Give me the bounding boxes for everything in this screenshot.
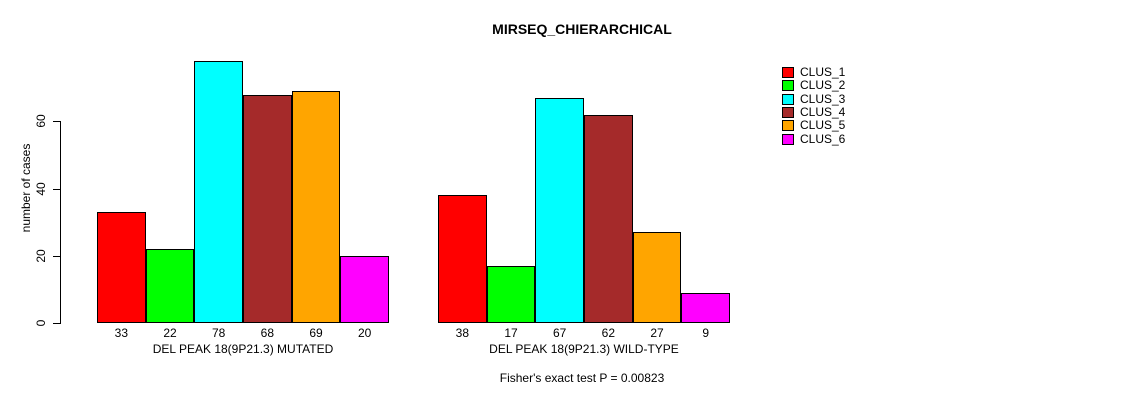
legend-item-CLUS_6: CLUS_6 — [782, 132, 845, 145]
bar-group1-CLUS_6 — [340, 255, 389, 323]
group-label-2: DEL PEAK 18(9P21.3) WILD-TYPE — [489, 342, 679, 356]
chart-title: MIRSEQ_CHIERARCHICAL — [492, 21, 672, 37]
y-axis-label: number of cases — [19, 143, 33, 233]
legend: CLUS_1 CLUS_2 CLUS_3 CLUS_4 CLUS_5 CLUS_6 — [782, 66, 845, 146]
bar-group2-CLUS_2 — [486, 265, 536, 323]
bar-value-label: 67 — [552, 326, 567, 340]
legend-item-CLUS_4: CLUS_4 — [782, 106, 845, 119]
y-axis-line — [60, 121, 61, 324]
bar-group1-CLUS_3 — [194, 60, 243, 323]
legend-swatch-CLUS_4 — [782, 107, 794, 119]
annotation-text: Fisher's exact test P = 0.00823 — [499, 371, 665, 385]
legend-label: CLUS_3 — [800, 91, 846, 106]
legend-swatch-CLUS_2 — [782, 80, 794, 92]
bar-value-label: 33 — [114, 326, 129, 340]
legend-item-CLUS_3: CLUS_3 — [782, 91, 846, 106]
y-tick-mark-60 — [53, 121, 60, 123]
y-tick-label-0: 0 — [34, 319, 48, 327]
bar-group2-CLUS_1 — [438, 195, 487, 323]
bar-group1-CLUS_2 — [145, 249, 195, 323]
legend-swatch-CLUS_1 — [782, 67, 794, 79]
bar-value-label: 27 — [650, 326, 664, 340]
bar-group1-CLUS_4 — [243, 94, 292, 323]
y-tick-label-60: 60 — [34, 114, 48, 129]
legend-item-CLUS_5: CLUS_5 — [782, 119, 845, 132]
legend-item-CLUS_2: CLUS_2 — [782, 79, 845, 92]
legend-swatch-CLUS_3 — [782, 93, 794, 105]
bar-value-label: 20 — [357, 326, 372, 340]
legend-label: CLUS_5 — [800, 118, 846, 133]
bar-group2-CLUS_3 — [535, 97, 584, 323]
bar-value-label: 17 — [504, 326, 518, 340]
y-tick-label-40: 40 — [34, 181, 48, 196]
y-tick-mark-20 — [53, 255, 60, 257]
legend-label: CLUS_4 — [800, 105, 846, 120]
legend-label: CLUS_6 — [800, 131, 846, 146]
bar-value-label: 22 — [163, 326, 177, 340]
bar-group1-CLUS_5 — [291, 91, 341, 323]
legend-item-CLUS_1: CLUS_1 — [782, 66, 845, 79]
bar-value-label: 78 — [211, 326, 226, 340]
legend-label: CLUS_1 — [800, 65, 846, 80]
y-tick-label-20: 20 — [34, 249, 48, 263]
legend-swatch-CLUS_5 — [782, 120, 794, 132]
bar-value-label: 69 — [309, 326, 323, 340]
bar-value-label: 9 — [702, 326, 710, 340]
bar-group2-CLUS_4 — [584, 114, 633, 323]
group-label-1: DEL PEAK 18(9P21.3) MUTATED — [152, 342, 334, 356]
legend-swatch-CLUS_6 — [782, 133, 794, 145]
bar-value-label: 38 — [455, 326, 470, 340]
bar-group2-CLUS_5 — [632, 232, 682, 323]
y-tick-mark-0 — [53, 323, 60, 324]
bar-value-label: 68 — [260, 326, 275, 340]
bar-group2-CLUS_6 — [681, 292, 730, 323]
bar-value-label: 62 — [601, 326, 616, 340]
bar-group1-CLUS_1 — [97, 212, 146, 323]
legend-label: CLUS_2 — [800, 78, 846, 93]
y-tick-mark-40 — [53, 188, 60, 190]
